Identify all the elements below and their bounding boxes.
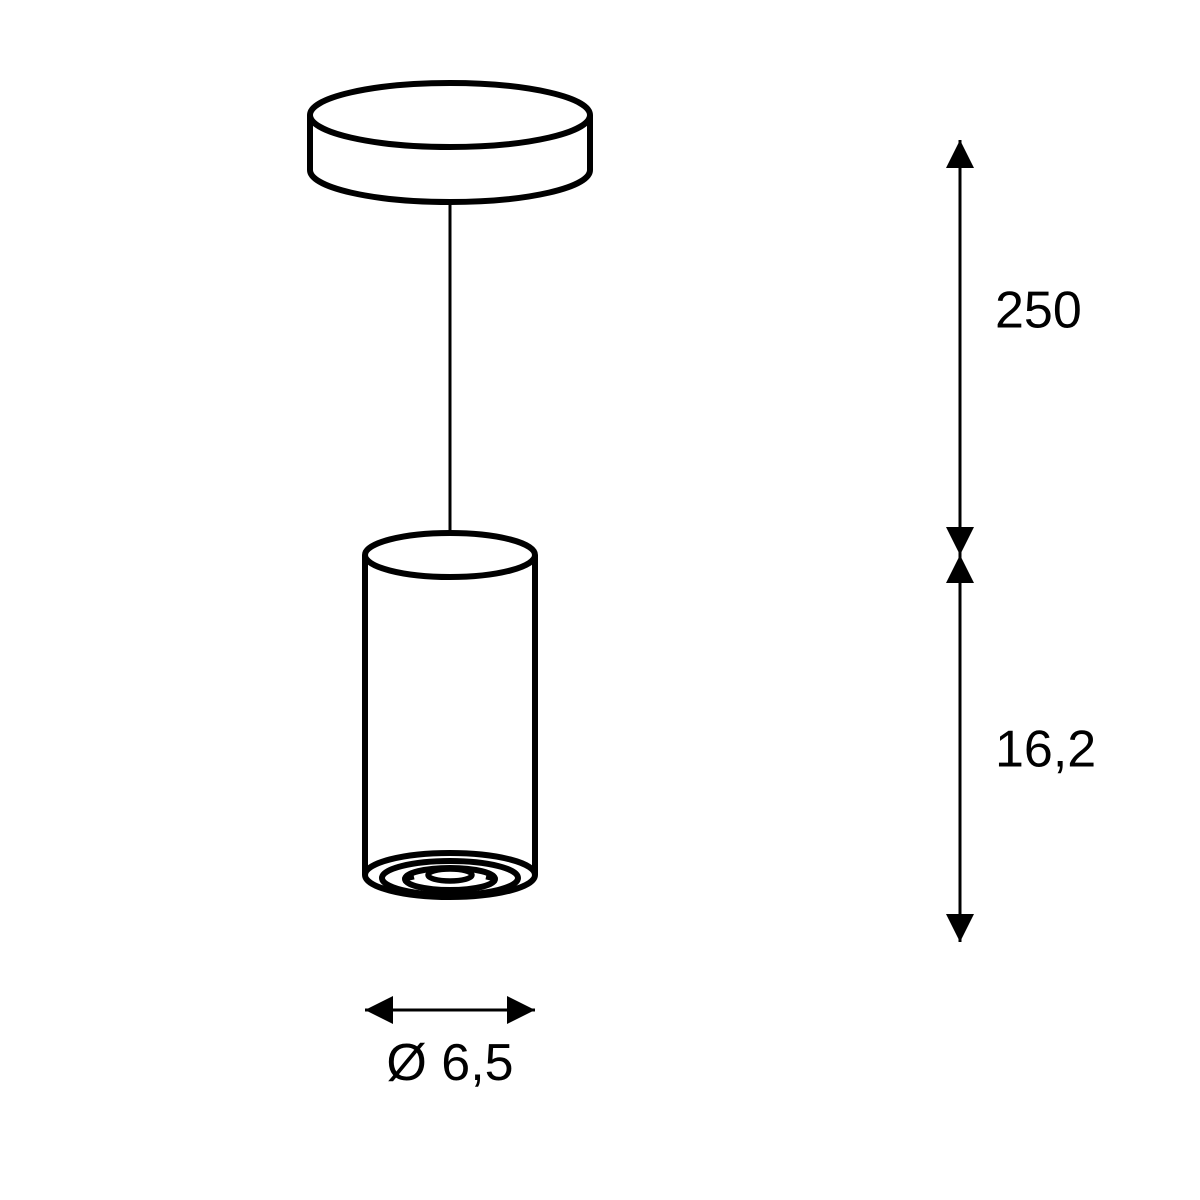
reflector-tie-l	[405, 877, 414, 879]
dim-label-diameter: Ø 6,5	[386, 1034, 513, 1092]
canopy-top-ellipse	[310, 83, 590, 147]
dim-label-body: 16,2	[995, 721, 1096, 779]
arrow-head-up	[946, 140, 974, 168]
arrow-head-right	[507, 996, 535, 1024]
arrow-head-down	[946, 914, 974, 942]
reflector-tie-r	[486, 877, 495, 879]
arrow-head-up	[946, 555, 974, 583]
technical-diagram: 250 16,2 Ø 6,5	[0, 0, 1200, 1200]
arrow-head-down	[946, 527, 974, 555]
canopy-bottom-arc	[310, 170, 590, 202]
lamp-top-ellipse	[365, 533, 535, 577]
arrow-head-left	[365, 996, 393, 1024]
dim-label-cable: 250	[995, 282, 1082, 340]
lamp-body-fill	[365, 533, 535, 897]
